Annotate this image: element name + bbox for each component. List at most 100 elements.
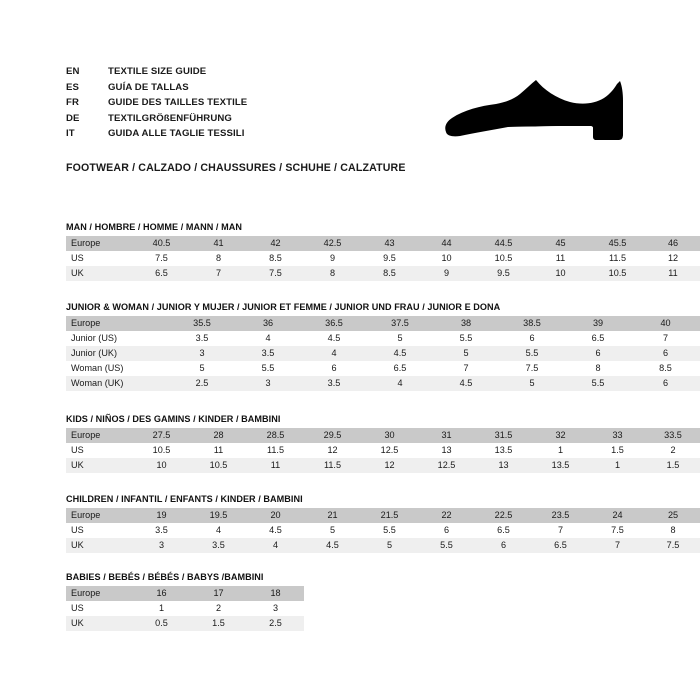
language-row: EN TEXTILE SIZE GUIDE <box>66 64 486 80</box>
row-label: US <box>66 523 133 538</box>
size-cell: 2 <box>646 443 700 458</box>
row-label: Europe <box>66 508 133 523</box>
size-cell: 5 <box>499 376 565 391</box>
size-cell: 19.5 <box>190 508 247 523</box>
size-cell: 13.5 <box>475 443 532 458</box>
size-cell: 3 <box>169 346 235 361</box>
row-label: Europe <box>66 428 133 443</box>
size-cell: 6.5 <box>565 331 631 346</box>
size-cell: 32 <box>532 428 589 443</box>
footwear-category-heading: FOOTWEAR / CALZADO / CHAUSSURES / SCHUHE… <box>66 162 406 174</box>
size-cell: 8.5 <box>361 266 418 281</box>
size-cell: 4 <box>367 376 433 391</box>
size-cell: 45 <box>532 236 589 251</box>
size-cell: 41 <box>190 236 247 251</box>
size-cell: 1 <box>532 443 589 458</box>
language-label: GUIDE DES TAILLES TEXTILE <box>108 97 248 109</box>
row-label: Woman (US) <box>66 361 169 376</box>
size-cell: 7 <box>589 538 646 553</box>
size-cell: 1.5 <box>190 616 247 631</box>
language-code: DE <box>66 112 80 124</box>
size-cell: 6.5 <box>475 523 532 538</box>
size-cell: 7.5 <box>247 266 304 281</box>
size-cell: 5.5 <box>565 376 631 391</box>
size-cell: 7 <box>631 331 700 346</box>
size-cell: 5 <box>169 361 235 376</box>
table-row: US 10.5 11 11.5 12 12.5 13 13.5 1 1.5 2 <box>66 443 700 458</box>
size-cell: 6 <box>565 346 631 361</box>
size-cell: 3.5 <box>235 346 301 361</box>
row-label: Europe <box>66 316 169 331</box>
size-cell: 36 <box>235 316 301 331</box>
size-cell: 4.5 <box>304 538 361 553</box>
size-cell: 40.5 <box>133 236 190 251</box>
size-cell: 4.5 <box>367 346 433 361</box>
size-cell: 11.5 <box>304 458 361 473</box>
language-row: FR GUIDE DES TAILLES TEXTILE <box>66 95 486 111</box>
size-cell: 39 <box>565 316 631 331</box>
size-cell: 5.5 <box>433 331 499 346</box>
size-cell: 18 <box>247 586 304 601</box>
table-row: US 3.5 4 4.5 5 5.5 6 6.5 7 7.5 8 <box>66 523 700 538</box>
size-cell: 36.5 <box>301 316 367 331</box>
size-cell: 8 <box>304 266 361 281</box>
language-code: EN <box>66 66 80 77</box>
size-cell: 22.5 <box>475 508 532 523</box>
size-cell: 21 <box>304 508 361 523</box>
size-cell: 3 <box>235 376 301 391</box>
size-cell: 12.5 <box>418 458 475 473</box>
row-label: Europe <box>66 236 133 251</box>
section-children: CHILDREN / INFANTIL / ENFANTS / KINDER /… <box>66 494 700 553</box>
size-cell: 8 <box>190 251 247 266</box>
size-cell: 11 <box>190 443 247 458</box>
size-cell: 5.5 <box>361 523 418 538</box>
size-cell: 6 <box>475 538 532 553</box>
dress-shoe-silhouette-icon <box>444 78 628 148</box>
row-label: Junior (US) <box>66 331 169 346</box>
size-cell: 38.5 <box>499 316 565 331</box>
row-label: Woman (UK) <box>66 376 169 391</box>
size-cell: 7.5 <box>133 251 190 266</box>
size-cell: 4 <box>235 331 301 346</box>
section-man: MAN / HOMBRE / HOMME / MANN / MAN Europe… <box>66 222 700 281</box>
size-cell: 30 <box>361 428 418 443</box>
row-label: US <box>66 443 133 458</box>
size-cell: 35.5 <box>169 316 235 331</box>
size-cell: 9 <box>418 266 475 281</box>
size-cell: 28.5 <box>247 428 304 443</box>
size-cell: 11.5 <box>589 251 646 266</box>
size-cell: 10 <box>532 266 589 281</box>
size-cell: 6.5 <box>532 538 589 553</box>
size-cell: 5.5 <box>418 538 475 553</box>
size-cell: 8.5 <box>631 361 700 376</box>
size-cell: 1 <box>133 601 190 616</box>
language-header-block: EN TEXTILE SIZE GUIDE ES GUÍA DE TALLAS FR GU… <box>66 64 486 142</box>
size-cell: 23.5 <box>532 508 589 523</box>
size-cell: 4 <box>247 538 304 553</box>
size-cell: 44.5 <box>475 236 532 251</box>
table-header-row: Europe 19 19.5 20 21 21.5 22 22.5 23.5 24 25 <box>66 508 700 523</box>
size-cell: 6 <box>631 376 700 391</box>
row-label: US <box>66 601 133 616</box>
size-cell: 3.5 <box>169 331 235 346</box>
size-cell: 38 <box>433 316 499 331</box>
size-cell: 5.5 <box>499 346 565 361</box>
size-cell: 10.5 <box>475 251 532 266</box>
size-cell: 7.5 <box>499 361 565 376</box>
size-cell: 10.5 <box>190 458 247 473</box>
language-code: ES <box>66 81 79 93</box>
size-cell: 40 <box>631 316 700 331</box>
language-label: GUÍA DE TALLAS <box>108 81 189 93</box>
size-cell: 27.5 <box>133 428 190 443</box>
table-header-row: Europe 27.5 28 28.5 29.5 30 31 31.5 32 33 33.5 <box>66 428 700 443</box>
size-table-junior-woman: Europe 35.5 36 36.5 37.5 38 38.5 39 40 Junior (US… <box>66 316 700 391</box>
row-label: US <box>66 251 133 266</box>
size-cell: 8 <box>646 523 700 538</box>
language-code: FR <box>66 97 79 109</box>
size-cell: 2 <box>190 601 247 616</box>
row-label: UK <box>66 538 133 553</box>
size-cell: 3.5 <box>133 523 190 538</box>
size-cell: 11.5 <box>247 443 304 458</box>
row-label: Junior (UK) <box>66 346 169 361</box>
size-cell: 12 <box>361 458 418 473</box>
